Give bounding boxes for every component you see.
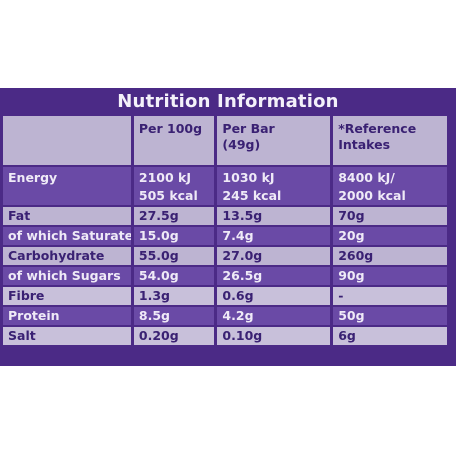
- nutrition-title: Nutrition Information: [117, 91, 339, 112]
- table-row: Fat 27.5g 13.5g 70g: [3, 207, 447, 225]
- nutrition-panel: Nutrition Information Per 100g Per Bar (49…: [0, 88, 456, 366]
- header-per-bar: Per Bar (49g): [217, 116, 331, 165]
- table-row: Carbohydrate 55.0g 27.0g 260g: [3, 247, 447, 265]
- table-row: Salt 0.20g 0.10g 6g: [3, 327, 447, 345]
- value-reference-intake: 70g: [333, 207, 447, 225]
- table-row: of which Sugars 54.0g 26.5g 90g: [3, 267, 447, 285]
- header-label-cell: [3, 116, 131, 165]
- value-reference-intake: 8400 kJ/2000 kcal: [333, 167, 447, 205]
- nutrient-label: of which Sugars: [3, 267, 131, 285]
- value-per-bar: 0.6g: [217, 287, 331, 305]
- value-per-bar: 7.4g: [217, 227, 331, 245]
- nutrient-label: Protein: [3, 307, 131, 325]
- value-per-bar: 26.5g: [217, 267, 331, 285]
- value-per-100g: 15.0g: [133, 227, 215, 245]
- value-per-100g: 55.0g: [133, 247, 215, 265]
- nutrient-label: Carbohydrate: [3, 247, 131, 265]
- table-row: Energy 2100 kJ 505 kcal 1030 kJ 245 kcal 8400…: [3, 167, 447, 205]
- nutrient-label: Energy: [3, 167, 131, 205]
- value-per-100g: 54.0g: [133, 267, 215, 285]
- value-reference-intake: 260g: [333, 247, 447, 265]
- nutrition-table: Per 100g Per Bar (49g) *Reference Intakes Ene…: [0, 114, 450, 347]
- header-per-100g: Per 100g: [133, 116, 215, 165]
- value-reference-intake: 50g: [333, 307, 447, 325]
- value-per-100g: 8.5g: [133, 307, 215, 325]
- nutrient-label: Fibre: [3, 287, 131, 305]
- value-per-100g: 2100 kJ 505 kcal: [133, 167, 215, 205]
- header-reference-intakes: *Reference Intakes: [333, 116, 447, 165]
- value-per-bar: 0.10g: [217, 327, 331, 345]
- value-per-bar: 27.0g: [217, 247, 331, 265]
- nutrient-label: Fat: [3, 207, 131, 225]
- value-reference-intake: 90g: [333, 267, 447, 285]
- nutrient-label: of which Saturates: [3, 227, 131, 245]
- value-per-bar: 13.5g: [217, 207, 331, 225]
- table-row: Protein 8.5g 4.2g 50g: [3, 307, 447, 325]
- value-reference-intake: 20g: [333, 227, 447, 245]
- value-reference-intake: -: [333, 287, 447, 305]
- value-per-bar: 1030 kJ 245 kcal: [217, 167, 331, 205]
- table-row: of which Saturates 15.0g 7.4g 20g: [3, 227, 447, 245]
- value-reference-intake: 6g: [333, 327, 447, 345]
- value-per-100g: 1.3g: [133, 287, 215, 305]
- value-per-bar: 4.2g: [217, 307, 331, 325]
- table-header-row: Per 100g Per Bar (49g) *Reference Intakes: [3, 116, 447, 165]
- value-per-100g: 27.5g: [133, 207, 215, 225]
- table-row: Fibre 1.3g 0.6g -: [3, 287, 447, 305]
- value-per-100g: 0.20g: [133, 327, 215, 345]
- nutrient-label: Salt: [3, 327, 131, 345]
